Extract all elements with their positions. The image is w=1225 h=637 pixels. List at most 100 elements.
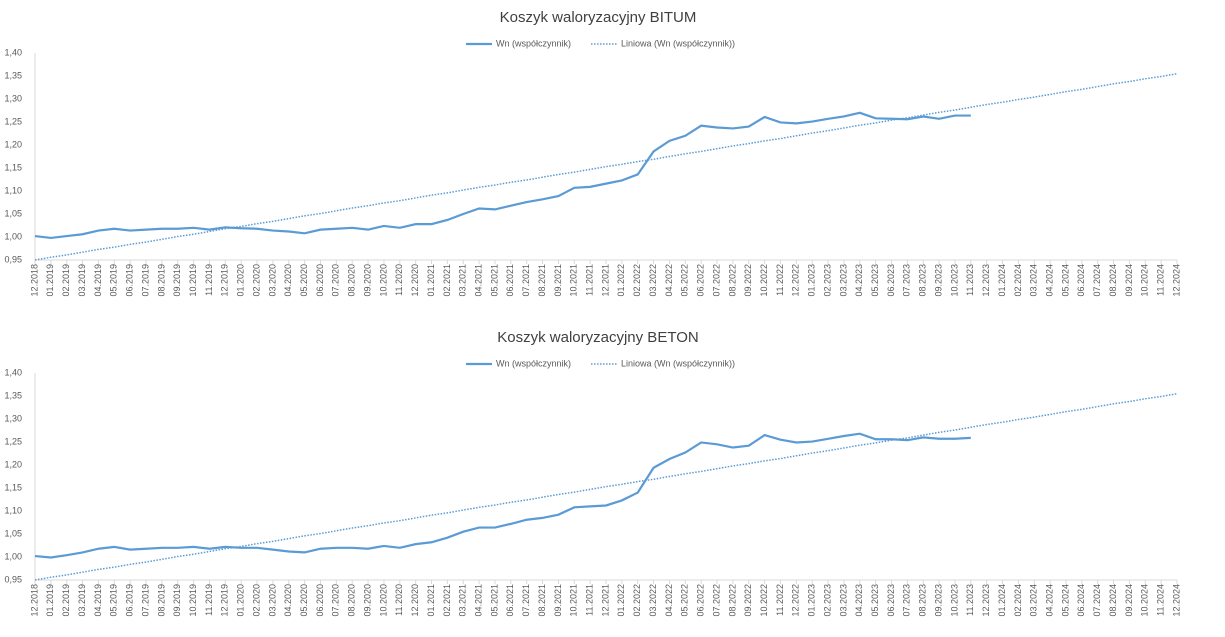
trend-line <box>34 392 1178 581</box>
x-tick-label: 12.2022 <box>791 264 801 297</box>
x-tick-label: 10.2023 <box>949 584 959 617</box>
x-tick-label: 12.2023 <box>981 584 991 617</box>
y-tick-label: 1,15 <box>4 482 22 492</box>
legend-label: Wn (współczynnik) <box>496 358 571 368</box>
x-tick-label: 09.2024 <box>1124 264 1134 297</box>
y-tick-label: 1,35 <box>4 70 22 80</box>
y-tick-label: 1,00 <box>4 551 22 561</box>
x-tick-label: 06.2020 <box>315 584 325 617</box>
y-tick-label: 1,40 <box>4 367 22 377</box>
x-tick-label: 05.2022 <box>680 584 690 617</box>
x-tick-label: 04.2024 <box>1044 264 1054 297</box>
y-tick-label: 1,20 <box>4 139 22 149</box>
x-tick-label: 03.2021 <box>458 264 468 297</box>
x-tick-label: 06.2019 <box>125 264 135 297</box>
x-tick-label: 05.2023 <box>870 584 880 617</box>
x-tick-label: 03.2023 <box>838 584 848 617</box>
x-tick-label: 01.2021 <box>426 264 436 297</box>
x-tick-label: 09.2021 <box>553 584 563 617</box>
x-tick-label: 02.2019 <box>61 584 71 617</box>
x-tick-label: 06.2024 <box>1076 584 1086 617</box>
x-tick-label: 06.2023 <box>886 264 896 297</box>
x-tick-label: 07.2023 <box>902 584 912 617</box>
x-tick-label: 09.2019 <box>172 264 182 297</box>
x-tick-label: 12.2018 <box>29 584 39 617</box>
x-tick-label: 07.2024 <box>1092 264 1102 297</box>
x-tick-label: 12.2024 <box>1171 584 1181 617</box>
x-tick-label: 07.2022 <box>711 264 721 297</box>
x-tick-label: 11.2020 <box>394 264 404 296</box>
x-tick-label: 11.2024 <box>1156 584 1166 616</box>
x-tick-label: 07.2019 <box>140 264 150 297</box>
x-tick-label: 08.2021 <box>537 264 547 297</box>
x-tick-label: 06.2023 <box>886 584 896 617</box>
x-tick-label: 10.2019 <box>188 584 198 617</box>
data-line <box>34 432 971 559</box>
data-line <box>34 111 971 240</box>
x-tick-label: 09.2020 <box>362 264 372 297</box>
x-tick-label: 12.2019 <box>220 264 230 297</box>
x-tick-label: 11.2020 <box>394 584 404 616</box>
x-tick-label: 09.2023 <box>933 264 943 297</box>
x-tick-label: 08.2022 <box>727 264 737 297</box>
chart-title: Koszyk waloryzacyjny BITUM <box>500 9 697 26</box>
x-tick-label: 10.2022 <box>759 584 769 617</box>
x-tick-label: 11.2022 <box>775 264 785 296</box>
x-tick-label: 03.2021 <box>458 584 468 617</box>
x-tick-label: 12.2024 <box>1171 264 1181 297</box>
x-tick-label: 06.2021 <box>505 264 515 297</box>
x-tick-label: 08.2020 <box>347 264 357 297</box>
x-tick-label: 09.2019 <box>172 584 182 617</box>
x-tick-label: 08.2024 <box>1108 264 1118 297</box>
x-tick-label: 10.2021 <box>569 584 579 617</box>
x-tick-label: 10.2020 <box>378 584 388 617</box>
x-tick-label: 10.2019 <box>188 264 198 297</box>
x-tick-label: 08.2021 <box>537 584 547 617</box>
x-tick-label: 03.2022 <box>648 584 658 617</box>
x-tick-label: 11.2019 <box>204 264 214 296</box>
x-tick-label: 05.2023 <box>870 264 880 297</box>
x-tick-label: 05.2024 <box>1060 264 1070 297</box>
x-tick-label: 04.2020 <box>283 264 293 297</box>
x-tick-label: 02.2022 <box>632 584 642 617</box>
trend-line <box>34 72 1178 261</box>
y-tick-label: 1,20 <box>4 459 22 469</box>
x-tick-label: 06.2020 <box>315 264 325 297</box>
x-tick-label: 07.2021 <box>521 264 531 297</box>
x-tick-label: 03.2024 <box>1029 264 1039 297</box>
x-tick-label: 02.2020 <box>251 264 261 297</box>
y-tick-label: 1,15 <box>4 162 22 172</box>
y-tick-label: 1,10 <box>4 505 22 515</box>
x-tick-label: 06.2022 <box>696 264 706 297</box>
x-tick-label: 10.2024 <box>1140 584 1150 617</box>
x-tick-label: 05.2020 <box>299 584 309 617</box>
x-tick-label: 02.2023 <box>822 584 832 617</box>
x-tick-label: 10.2021 <box>569 264 579 297</box>
x-tick-label: 04.2019 <box>93 584 103 617</box>
x-tick-label: 05.2019 <box>109 584 119 617</box>
x-tick-label: 03.2019 <box>77 264 87 297</box>
x-tick-label: 03.2023 <box>838 264 848 297</box>
x-tick-label: 05.2024 <box>1060 584 1070 617</box>
x-tick-label: 11.2019 <box>204 584 214 616</box>
x-tick-label: 02.2021 <box>442 264 452 297</box>
x-tick-label: 04.2021 <box>473 264 483 297</box>
x-tick-label: 03.2020 <box>267 264 277 297</box>
x-tick-label: 12.2018 <box>29 264 39 297</box>
x-tick-label: 11.2022 <box>775 584 785 616</box>
y-tick-label: 1,40 <box>4 47 22 57</box>
y-tick-label: 1,30 <box>4 93 22 103</box>
x-tick-label: 06.2021 <box>505 584 515 617</box>
x-tick-label: 08.2020 <box>347 584 357 617</box>
x-tick-label: 02.2021 <box>442 584 452 617</box>
x-tick-label: 01.2024 <box>997 584 1007 617</box>
x-tick-label: 05.2021 <box>489 264 499 297</box>
y-tick-label: 1,05 <box>4 528 22 538</box>
x-tick-label: 09.2020 <box>362 584 372 617</box>
x-tick-label: 09.2021 <box>553 264 563 297</box>
x-tick-label: 07.2019 <box>140 584 150 617</box>
x-tick-label: 09.2024 <box>1124 584 1134 617</box>
x-tick-label: 04.2020 <box>283 584 293 617</box>
x-tick-label: 12.2019 <box>220 584 230 617</box>
x-tick-label: 12.2023 <box>981 264 991 297</box>
